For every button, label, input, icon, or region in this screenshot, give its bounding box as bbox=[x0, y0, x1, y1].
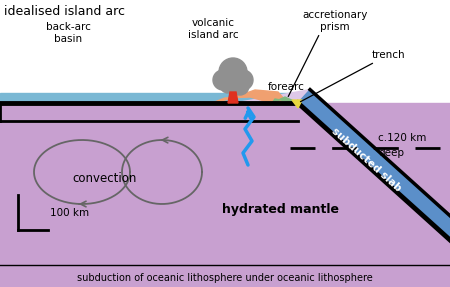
Polygon shape bbox=[272, 97, 298, 103]
Polygon shape bbox=[292, 100, 302, 108]
Polygon shape bbox=[298, 90, 450, 240]
Circle shape bbox=[233, 70, 253, 90]
Text: subduction of oceanic lithosphere under oceanic lithosphere: subduction of oceanic lithosphere under … bbox=[77, 273, 373, 283]
Text: deep: deep bbox=[378, 148, 404, 158]
Text: trench: trench bbox=[371, 50, 405, 60]
Text: forearc: forearc bbox=[268, 82, 305, 92]
Text: idealised island arc: idealised island arc bbox=[4, 5, 125, 18]
Text: back-arc
basin: back-arc basin bbox=[45, 22, 90, 44]
Polygon shape bbox=[298, 93, 450, 240]
Text: hydrated mantle: hydrated mantle bbox=[221, 203, 338, 216]
Text: convection: convection bbox=[73, 172, 137, 185]
Circle shape bbox=[231, 77, 249, 95]
Polygon shape bbox=[212, 90, 285, 103]
Text: 100 km: 100 km bbox=[50, 208, 89, 218]
Polygon shape bbox=[0, 0, 450, 103]
Circle shape bbox=[219, 58, 247, 86]
Text: c.120 km: c.120 km bbox=[378, 133, 427, 143]
Text: subducted slab: subducted slab bbox=[329, 126, 403, 193]
Circle shape bbox=[220, 77, 236, 93]
Polygon shape bbox=[210, 90, 330, 110]
Text: accretionary
prism: accretionary prism bbox=[302, 10, 368, 32]
Polygon shape bbox=[0, 103, 450, 287]
Polygon shape bbox=[0, 93, 298, 103]
Text: volcanic
island arc: volcanic island arc bbox=[188, 18, 239, 40]
Circle shape bbox=[213, 70, 233, 90]
Polygon shape bbox=[228, 92, 238, 103]
